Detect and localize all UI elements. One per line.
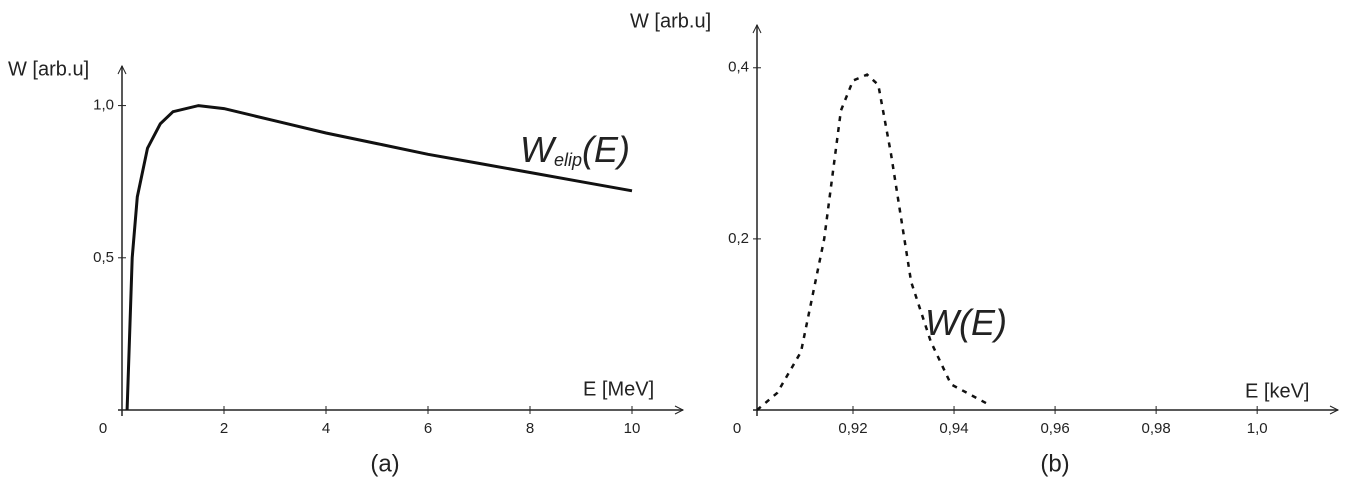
annotation: W(E) [925,302,1007,343]
y-arrow [752,23,762,34]
x-tick-label: 0,94 [939,420,968,437]
annotation: Welip(E) [520,129,630,170]
x-arrow [1329,405,1340,415]
y-tick-label: 1,0 [93,97,114,114]
annotation-main: W(E) [925,302,1007,343]
x-tick-label: 4 [322,420,330,437]
caption: (b) [1040,450,1069,477]
y-axis-label: W [arb.u] [630,10,711,32]
caption: (a) [370,450,399,477]
x-tick-label: 6 [424,420,432,437]
x-tick-label: 0 [99,420,107,437]
y-tick-label: 0,4 [728,59,749,76]
x-tick-label: 0,96 [1040,420,1069,437]
x-axis-label: E [keV] [1245,380,1309,402]
origin-label: 0 [733,420,741,437]
x-arrow [674,405,685,415]
annotation-after: (E) [582,129,630,170]
x-tick-label: 0,98 [1142,420,1171,437]
x-axis-label: E [MeV] [583,378,654,400]
x-tick-label: 8 [526,420,534,437]
y-tick-label: 0,2 [728,230,749,247]
annotation-sub: elip [554,150,582,170]
x-tick-label: 2 [220,420,228,437]
panel: 0,92 0,94 0,96 0,98 1,0 0,2 0,4 0 W [arb.u] E [ke… [630,10,1340,477]
curve [125,104,633,411]
y-tick-label: 0,5 [93,249,114,266]
x-tick-label: 10 [624,420,641,437]
x-tick-label: 1,0 [1247,420,1268,437]
x-tick-label: 0,92 [838,420,867,437]
annotation-main: W [520,129,557,170]
y-arrow [117,64,127,75]
panel: 0 2 4 6 8 10 0,5 1,0W [arb.u] E [MeV] (a) Welip(E) [8,58,685,477]
curve [756,73,992,411]
y-axis-label: W [arb.u] [8,58,89,80]
